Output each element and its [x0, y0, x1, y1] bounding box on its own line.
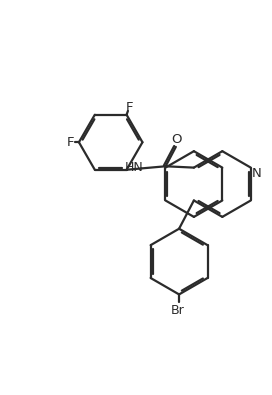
Text: Br: Br: [171, 303, 185, 316]
Text: F: F: [67, 136, 74, 149]
Text: F: F: [125, 101, 133, 114]
Text: N: N: [252, 167, 262, 180]
Text: HN: HN: [125, 161, 143, 174]
Text: O: O: [171, 133, 182, 146]
